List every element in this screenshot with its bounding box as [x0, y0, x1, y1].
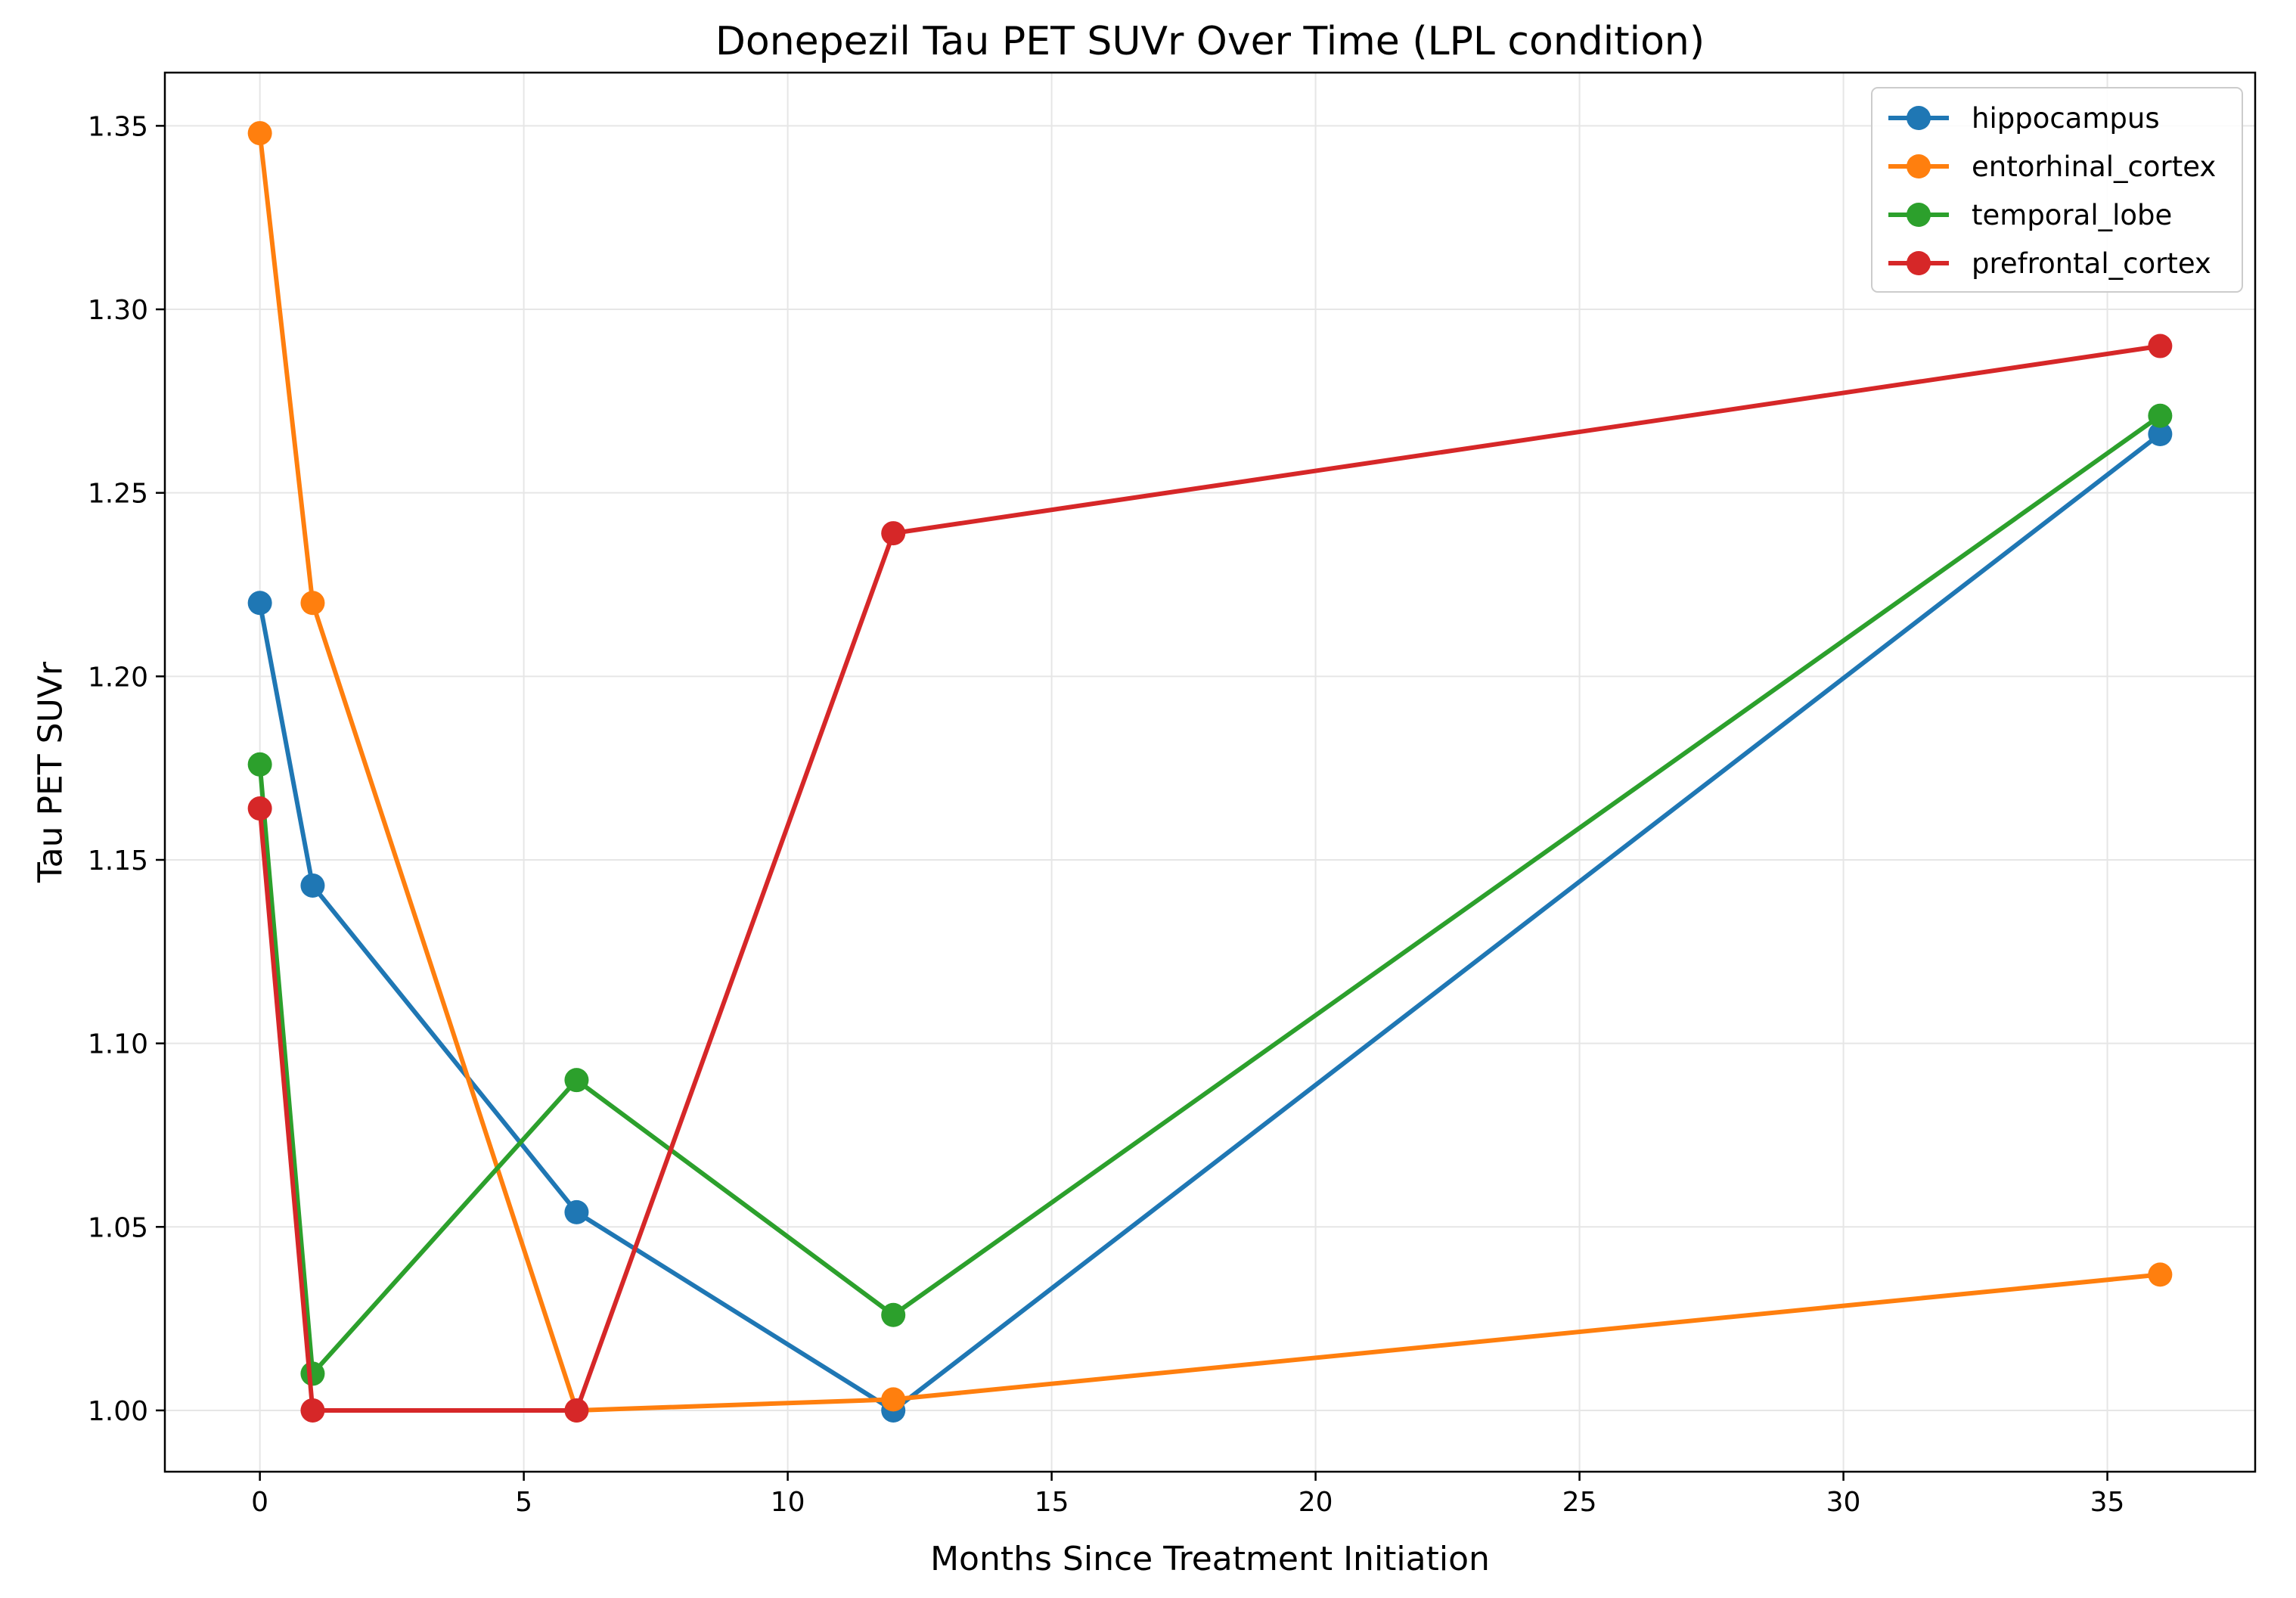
x-tick-label: 5 — [515, 1487, 532, 1518]
data-point — [564, 1199, 589, 1224]
data-point — [247, 796, 272, 821]
series-line — [257, 343, 2161, 1413]
y-tick-label: 1.35 — [88, 111, 148, 142]
y-axis-label: Tau PET SUVr — [31, 661, 70, 883]
plot-area-frame — [163, 71, 2257, 1473]
legend-box — [1871, 87, 2243, 293]
x-tick-label: 30 — [1826, 1487, 1861, 1518]
x-axis-label: Months Since Treatment Initiation — [930, 1540, 1490, 1578]
data-point — [247, 121, 272, 146]
legend: hippocampus entorhinal_cortex temporal_lob… — [1871, 87, 2243, 293]
x-tick-label: 10 — [771, 1487, 805, 1518]
data-point — [881, 521, 906, 546]
x-tick-label: 35 — [2090, 1487, 2125, 1518]
data-point — [247, 752, 272, 777]
data-point — [881, 1387, 906, 1412]
legend-swatch-marker — [1907, 154, 1931, 178]
data-point — [2148, 1262, 2173, 1287]
legend-label: prefrontal_cortex — [1972, 247, 2211, 280]
data-point — [564, 1068, 589, 1093]
y-axis: 1.00 1.05 1.10 1.15 1.20 1.25 1.30 1.35 — [88, 111, 165, 1427]
data-point — [300, 1398, 325, 1423]
legend-label: hippocampus — [1972, 102, 2160, 135]
series-prefrontal-cortex — [247, 334, 2173, 1423]
series-temporal-lobe — [247, 403, 2173, 1386]
data-point — [300, 591, 325, 616]
series-line — [257, 432, 2162, 1413]
y-tick-label: 1.30 — [88, 295, 148, 326]
y-tick-label: 1.15 — [88, 846, 148, 877]
y-tick-label: 1.00 — [88, 1396, 148, 1427]
series-lines — [247, 121, 2173, 1423]
chart-title: Donepezil Tau PET SUVr Over Time (LPL co… — [715, 19, 1705, 64]
data-point — [300, 873, 325, 898]
legend-label: temporal_lobe — [1972, 199, 2172, 231]
x-tick-label: 20 — [1298, 1487, 1333, 1518]
data-point — [2148, 403, 2173, 428]
grid — [165, 73, 2255, 1472]
y-tick-label: 1.05 — [88, 1212, 148, 1243]
legend-item: prefrontal_cortex — [1888, 247, 2211, 280]
x-axis: 0 5 10 15 20 25 30 35 — [251, 1472, 2124, 1518]
legend-swatch-marker — [1907, 106, 1931, 130]
y-tick-label: 1.10 — [88, 1029, 148, 1060]
legend-item: temporal_lobe — [1888, 199, 2172, 231]
y-tick-label: 1.20 — [88, 662, 148, 693]
data-point — [881, 1302, 906, 1327]
legend-item: entorhinal_cortex — [1888, 150, 2216, 183]
series-hippocampus — [247, 422, 2173, 1423]
legend-swatch-marker — [1907, 203, 1931, 227]
x-tick-label: 0 — [251, 1487, 268, 1518]
legend-label: entorhinal_cortex — [1972, 150, 2216, 183]
data-point — [247, 591, 272, 616]
y-tick-label: 1.25 — [88, 479, 148, 510]
data-point — [2148, 334, 2173, 358]
series-line — [257, 414, 2162, 1376]
data-point — [564, 1398, 589, 1423]
x-tick-label: 15 — [1035, 1487, 1069, 1518]
legend-swatch-marker — [1907, 251, 1931, 275]
x-tick-label: 25 — [1562, 1487, 1597, 1518]
data-point — [300, 1361, 325, 1386]
series-line — [257, 132, 2161, 1413]
legend-item: hippocampus — [1888, 102, 2160, 135]
data-point — [2148, 422, 2173, 447]
